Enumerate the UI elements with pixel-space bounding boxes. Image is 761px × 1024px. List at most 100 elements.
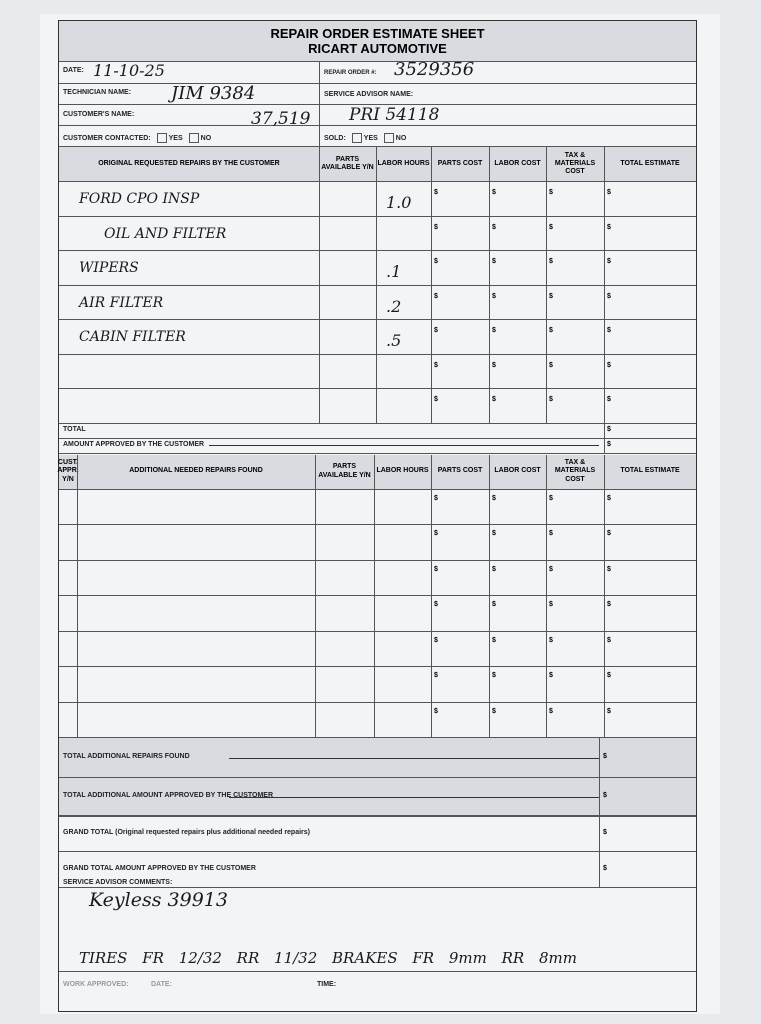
repair-order-value[interactable]: 3529356 [394,59,475,80]
column-divider [376,147,377,423]
sold-label: SOLD: [324,134,346,142]
date-value[interactable]: 11-10-25 [93,61,165,80]
currency-sign: $ [549,672,553,679]
column-header: TOTAL ESTIMATE [620,159,680,167]
column-divider [599,737,600,777]
row-divider [59,701,696,703]
row-divider [59,284,696,286]
currency-sign: $ [434,361,438,369]
column-divider [489,147,490,423]
currency-sign: $ [607,565,611,573]
currency-sign: $ [549,601,553,608]
customer-name-value[interactable]: 37,519 [251,109,311,129]
currency-sign: $ [492,327,496,334]
labor-hours[interactable]: .5 [386,331,402,350]
table1-header-bg [59,147,696,181]
repair-description[interactable]: FORD CPO INSP [79,191,200,207]
column-header: CUST. APPR. Y/N [57,459,79,483]
currency-sign: $ [492,672,496,679]
currency-sign: $ [549,223,553,231]
summary-label: TOTAL ADDITIONAL AMOUNT APPROVED BY THE … [63,792,274,799]
row-divider [59,452,696,454]
row-divider [59,388,696,389]
total-label: TOTAL [63,425,86,433]
time-label: TIME: [317,981,337,988]
row-divider [59,815,696,817]
column-header: PARTS COST [437,159,483,167]
no-label: NO [395,134,407,142]
currency-sign: $ [434,292,438,300]
sold: SOLD: YES NO [324,133,406,143]
column-divider [599,851,600,887]
currency-sign: $ [607,601,611,608]
form-subtitle: RICART AUTOMOTIVE [308,41,447,56]
currency-sign: $ [492,565,496,573]
currency-sign: $ [434,707,438,715]
repair-description[interactable]: AIR FILTER [79,294,164,311]
technician-value[interactable]: JIM 9384 [171,83,256,104]
repair-description[interactable]: WIPERS [79,260,139,276]
summary-row-total-additional [59,737,696,777]
currency-sign: $ [434,223,438,231]
yes-label: YES [168,134,183,142]
currency-sign: $ [607,292,611,300]
row-divider [59,630,696,632]
customer-name-value-2[interactable]: PRI 54118 [349,105,440,125]
currency-sign: $ [607,530,611,537]
sold-no-checkbox[interactable] [383,133,394,143]
customer-contacted-label: CUSTOMER CONTACTED: [63,134,151,142]
currency-sign: $ [549,707,553,715]
currency-sign: $ [434,396,438,403]
row-divider [59,422,696,424]
currency-sign: $ [549,494,553,502]
column-divider [77,454,78,737]
row-divider [59,595,696,596]
form-header: REPAIR ORDER ESTIMATE SHEET RICART AUTOM… [59,21,696,61]
currency-sign: $ [607,707,611,715]
contacted-yes-checkbox[interactable] [156,133,167,143]
repair-description[interactable]: OIL AND FILTER [104,225,227,242]
currency-sign: $ [492,189,496,196]
column-divider [431,147,432,423]
column-divider [546,147,547,423]
repair-order-label: REPAIR ORDER #: [324,70,377,76]
currency-sign: $ [607,258,611,265]
sold-yes-checkbox[interactable] [351,133,362,143]
comments-line-1[interactable]: Keyless 39913 [89,889,228,911]
currency-sign: $ [492,601,496,608]
no-label: NO [200,134,212,142]
column-header: LABOR COST [494,159,541,167]
column-divider [431,454,432,737]
column-header: LABOR COST [494,467,541,475]
currency-sign: $ [549,530,553,537]
currency-sign: $ [492,494,496,502]
contacted-no-checkbox[interactable] [188,133,199,143]
repair-description[interactable]: CABIN FILTER [79,329,186,345]
currency-sign: $ [607,494,611,502]
currency-sign: $ [434,672,438,679]
summary-row-total-additional-approved [59,777,696,815]
currency-sign: $ [607,425,611,433]
arrow-line [209,444,599,446]
row-divider [59,559,696,561]
row-divider [59,488,696,490]
column-header: ORIGINAL REQUESTED REPAIRS BY THE CUSTOM… [98,159,280,167]
labor-hours[interactable]: .2 [386,296,402,316]
currency-sign: $ [549,258,553,265]
column-divider [604,147,605,423]
currency-sign: $ [603,829,607,836]
comments-line-2[interactable]: TIRES FR 12/32 RR 11/32 BRAKES FR 9mm RR… [79,949,577,967]
labor-hours[interactable]: .1 [386,262,402,281]
date-footer-label: DATE: [151,981,172,988]
currency-sign: $ [434,189,438,196]
currency-sign: $ [607,327,611,334]
currency-sign: $ [549,636,553,644]
labor-hours[interactable]: 1.0 [386,193,412,212]
service-advisor-label: SERVICE ADVISOR NAME: [324,91,414,98]
customer-name-label: CUSTOMER'S NAME: [63,111,135,118]
row-divider [59,215,696,217]
currency-sign: $ [607,636,611,644]
row-divider [59,437,696,439]
date-label: DATE: [63,67,84,74]
amount-approved-label: AMOUNT APPROVED BY THE CUSTOMER [63,440,205,448]
